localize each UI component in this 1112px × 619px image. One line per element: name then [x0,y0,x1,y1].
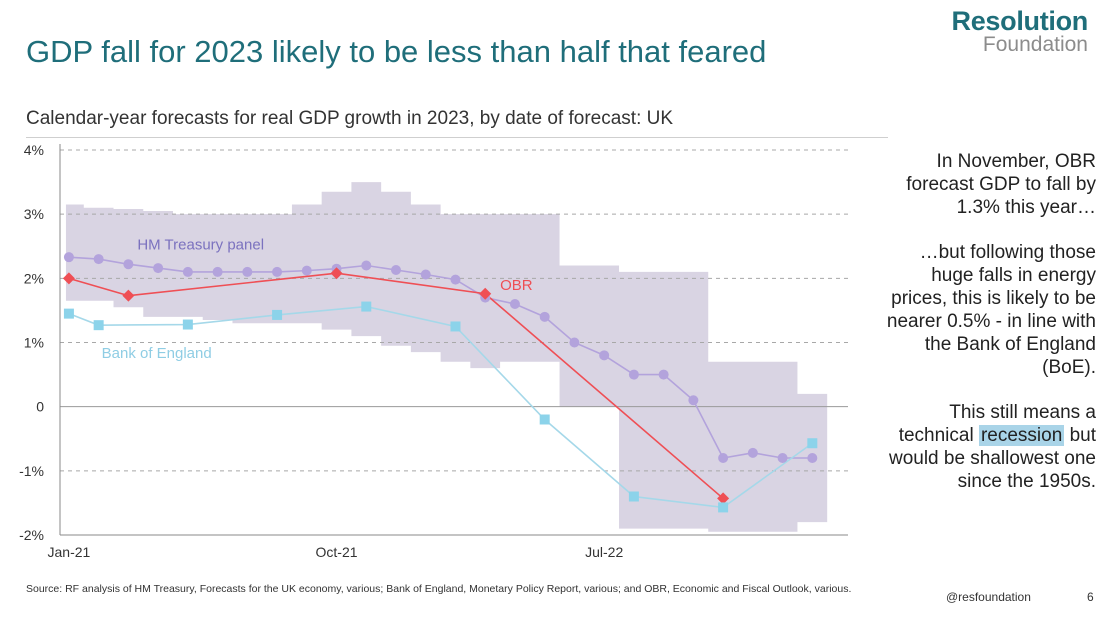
bank-of-england-point [93,320,104,331]
series-label: HM Treasury panel [137,236,264,253]
y-tick-label: 2% [24,270,44,286]
subtitle-divider [26,137,888,138]
page-title: GDP fall for 2023 likely to be less than… [26,34,767,69]
hm-treasury-panel-point [718,453,729,463]
bank-of-england-point [182,319,193,330]
obr-point [479,287,492,300]
x-tick-label: Oct-21 [316,544,358,560]
hm-treasury-panel-point [450,274,461,285]
hm-treasury-panel-point [212,266,223,277]
y-tick-label: 0 [36,399,44,415]
hm-treasury-panel-point [569,337,580,348]
hm-treasury-panel-point [93,254,104,265]
y-tick-label: 3% [24,206,44,222]
hm-treasury-panel-point [242,266,253,277]
hm-treasury-panel-point [272,266,283,277]
y-tick-label: 1% [24,335,44,351]
twitter-handle: @resfoundation [946,590,1031,604]
chart-subtitle: Calendar-year forecasts for real GDP gro… [26,108,674,129]
hm-treasury-panel-point [361,260,372,271]
commentary-recession: This still means a technical recession b… [881,401,1096,493]
resolution-foundation-logo: Resolution Foundation [951,6,1089,56]
hm-treasury-panel-point [391,264,402,275]
series-label: Bank of England [102,345,212,362]
commentary-energy-prices: …but following those huge falls in energ… [886,242,1096,378]
series-label-layer: HM Treasury panel OBR Bank of England [102,236,533,361]
source-note: Source: RF analysis of HM Treasury, Fore… [26,583,852,595]
y-tick-label: -1% [19,463,44,479]
bank-of-england-point [361,301,372,312]
hm-treasury-panel-point [747,447,758,458]
bank-of-england-point [718,502,729,513]
hm-treasury-panel-point [628,369,639,380]
commentary-panel: In November, OBR forecast GDP to fall by… [881,150,1096,515]
hm-treasury-panel-point [63,252,74,263]
bank-of-england-point [807,438,818,449]
hm-treasury-panel-point [301,265,312,276]
bank-of-england-point [272,309,283,320]
obr-point [330,267,343,280]
hm-treasury-panel-point [420,269,431,280]
hm-treasury-panel-point [777,453,788,463]
hm-treasury-panel-point [807,453,818,463]
commentary-recession-lead: This still means a technical [898,402,1096,446]
hm-treasury-panel-point [153,263,164,274]
hm-treasury-panel-point [539,311,550,322]
bank-of-england-line [68,305,813,509]
series-label: OBR [500,277,533,294]
x-tick-label: Jul-22 [585,544,623,560]
recession-highlight: recession [978,425,1065,446]
obr-point [62,272,75,285]
range-band-layer [65,182,828,532]
page-number: 6 [1087,590,1094,604]
obr-point [717,492,730,505]
axis-layer: 4% 3% 2% 1% 0 -1% -2%Jan-21 Oct-21 Jul-22 [19,142,848,560]
hm-treasury-panel-point [509,299,520,309]
logo-wordmark-bottom: Foundation [982,33,1088,56]
hm-treasury-panel-point [182,266,193,277]
hm-treasury-panel-point [658,369,669,380]
bank-of-england-point [539,414,550,425]
obr-point [122,289,135,302]
y-tick-label: 4% [24,142,44,158]
range-band [65,182,828,532]
hm-treasury-panel-point [599,350,610,361]
x-tick-label: Jan-21 [48,544,91,560]
logo-wordmark-top: Resolution [951,6,1089,36]
bank-of-england-point [628,491,639,502]
bank-of-england-point [450,321,461,332]
hm-treasury-panel-point [123,259,134,270]
commentary-obr: In November, OBR forecast GDP to fall by… [906,151,1096,218]
hm-treasury-panel-point [688,395,699,406]
commentary-recession-tail: but would be shallowest one since the 19… [888,425,1096,492]
bank-of-england-point [63,308,74,319]
series-marker-layer [62,252,818,513]
y-tick-label: -2% [19,527,44,543]
